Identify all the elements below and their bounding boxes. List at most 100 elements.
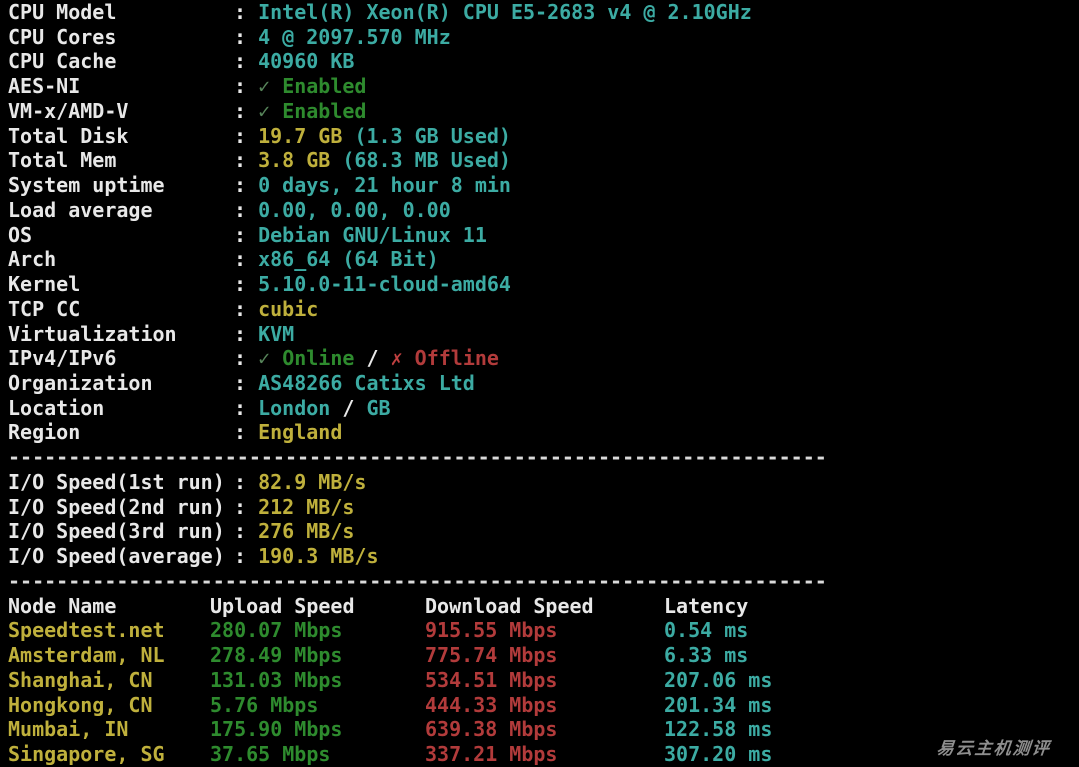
io-value: 190.3 MB/s xyxy=(258,544,379,569)
field-label: TCP CC xyxy=(8,296,81,321)
io-line-1: I/O Speed(1st run): 82.9 MB/s xyxy=(8,469,367,494)
check-icon: ✓ xyxy=(258,98,271,123)
check-icon: ✓ xyxy=(258,346,271,371)
download-speed: 534.51 Mbps xyxy=(425,667,558,692)
table-row: Mumbai, IN 175.90 Mbps 639.38 Mbps 122.58 m… xyxy=(8,717,1079,742)
check-icon: ✓ xyxy=(258,74,271,99)
field-label: AES-NI xyxy=(8,74,81,99)
field-label: Total Disk xyxy=(8,123,129,148)
location-country: GB xyxy=(366,395,391,420)
separator-line: ----------------------------------------… xyxy=(8,568,827,593)
field-value: 0.00, 0.00, 0.00 xyxy=(258,197,451,222)
field-label: Region xyxy=(8,420,81,445)
separator-line: ----------------------------------------… xyxy=(8,445,827,470)
location-city: London xyxy=(258,395,331,420)
upload-speed: 175.90 Mbps xyxy=(210,717,343,742)
upload-speed: 37.65 Mbps xyxy=(210,742,331,767)
field-value: 5.10.0-11-cloud-amd64 xyxy=(258,272,511,297)
field-value: 0 days, 21 hour 8 min xyxy=(258,173,511,198)
field-label: Load average xyxy=(8,197,153,222)
field-label: Location xyxy=(8,395,105,420)
slash: / xyxy=(342,395,355,420)
mem-used: (68.3 MB Used) xyxy=(342,148,511,173)
field-label: Virtualization xyxy=(8,321,177,346)
download-speed: 444.33 Mbps xyxy=(425,692,558,717)
ipv6-status: Offline xyxy=(414,346,499,371)
latency: 0.54 ms xyxy=(664,618,749,643)
info-line-location: Location: London / GB xyxy=(8,395,391,420)
field-value: Intel(R) Xeon(R) CPU E5-2683 v4 @ 2.10GH… xyxy=(258,0,752,24)
field-value: 4 @ 2097.570 MHz xyxy=(258,24,451,49)
io-value: 276 MB/s xyxy=(258,519,355,544)
table-row: Hongkong, CN 5.76 Mbps 444.33 Mbps 201.34 m… xyxy=(8,693,1079,718)
table-row: Amsterdam, NL 278.49 Mbps 775.74 Mbps 6.33 … xyxy=(8,643,1079,668)
io-line-2: I/O Speed(2nd run): 212 MB/s xyxy=(8,494,355,519)
mem-size: 3.8 GB xyxy=(258,148,331,173)
cross-icon: ✗ xyxy=(390,346,403,371)
upload-speed: 5.76 Mbps xyxy=(210,692,319,717)
upload-speed: 131.03 Mbps xyxy=(210,667,343,692)
disk-used: (1.3 GB Used) xyxy=(354,123,511,148)
latency: 207.06 ms xyxy=(664,667,773,692)
field-label: CPU Cores xyxy=(8,24,117,49)
field-label: OS xyxy=(8,222,33,247)
latency: 307.20 ms xyxy=(664,742,773,767)
info-line-uptime: System uptime: 0 days, 21 hour 8 min xyxy=(8,173,511,198)
ipv4-status: Online xyxy=(282,346,355,371)
field-value: Enabled xyxy=(282,74,367,99)
io-value: 82.9 MB/s xyxy=(258,469,367,494)
info-line-load-average: Load average: 0.00, 0.00, 0.00 xyxy=(8,197,451,222)
info-line-ip-status: IPv4/IPv6: ✓ Online / ✗ Offline xyxy=(8,346,499,371)
field-label: CPU Cache xyxy=(8,49,117,74)
field-label: Kernel xyxy=(8,272,81,297)
download-speed: 915.55 Mbps xyxy=(425,618,558,643)
latency: 201.34 ms xyxy=(664,692,773,717)
field-label: I/O Speed(average) xyxy=(8,544,225,569)
slash: / xyxy=(366,346,379,371)
node-name: Shanghai, CN xyxy=(8,667,153,692)
info-line-virtualization: Virtualization: KVM xyxy=(8,321,295,346)
io-line-average: I/O Speed(average): 190.3 MB/s xyxy=(8,544,379,569)
node-name: Speedtest.net xyxy=(8,618,165,643)
field-value: 40960 KB xyxy=(258,49,355,74)
col-header-latency: Latency xyxy=(664,593,749,618)
node-name: Hongkong, CN xyxy=(8,692,153,717)
info-line-aes-ni: AES-NI: ✓ Enabled xyxy=(8,74,367,99)
upload-speed: 280.07 Mbps xyxy=(210,618,343,643)
field-label: IPv4/IPv6 xyxy=(8,346,117,371)
node-name: Mumbai, IN xyxy=(8,717,129,742)
table-row: Shanghai, CN 131.03 Mbps 534.51 Mbps 207.06… xyxy=(8,668,1079,693)
field-label: CPU Model xyxy=(8,0,117,24)
node-name: Amsterdam, NL xyxy=(8,643,165,668)
table-row: Speedtest.net 280.07 Mbps 915.55 Mbps 0.54 … xyxy=(8,618,1079,643)
info-line-cpu-cores: CPU Cores: 4 @ 2097.570 MHz xyxy=(8,24,451,49)
io-value: 212 MB/s xyxy=(258,494,355,519)
info-line-vmx-amdv: VM-x/AMD-V: ✓ Enabled xyxy=(8,98,367,123)
download-speed: 775.74 Mbps xyxy=(425,643,558,668)
field-label: System uptime xyxy=(8,173,165,198)
info-line-arch: Arch: x86_64 (64 Bit) xyxy=(8,247,439,272)
field-value: England xyxy=(258,420,343,445)
field-label: Total Mem xyxy=(8,148,117,173)
info-line-total-disk: Total Disk: 19.7 GB (1.3 GB Used) xyxy=(8,123,511,148)
field-value: cubic xyxy=(258,296,319,321)
download-speed: 639.38 Mbps xyxy=(425,717,558,742)
field-value: Debian GNU/Linux 11 xyxy=(258,222,487,247)
info-line-tcp-cc: TCP CC: cubic xyxy=(8,296,319,321)
io-line-3: I/O Speed(3rd run): 276 MB/s xyxy=(8,519,355,544)
field-value: KVM xyxy=(258,321,295,346)
field-value: Enabled xyxy=(282,98,367,123)
info-line-organization: Organization: AS48266 Catixs Ltd xyxy=(8,371,475,396)
node-name: Singapore, SG xyxy=(8,742,165,767)
field-value: x86_64 (64 Bit) xyxy=(258,247,439,272)
upload-speed: 278.49 Mbps xyxy=(210,643,343,668)
colon: : xyxy=(234,0,247,24)
disk-size: 19.7 GB xyxy=(258,123,343,148)
field-label: Arch xyxy=(8,247,57,272)
info-line-region: Region: England xyxy=(8,420,343,445)
info-line-total-mem: Total Mem: 3.8 GB (68.3 MB Used) xyxy=(8,148,511,173)
latency: 6.33 ms xyxy=(664,643,749,668)
info-line-kernel: Kernel: 5.10.0-11-cloud-amd64 xyxy=(8,272,511,297)
info-line-cpu-cache: CPU Cache: 40960 KB xyxy=(8,49,355,74)
